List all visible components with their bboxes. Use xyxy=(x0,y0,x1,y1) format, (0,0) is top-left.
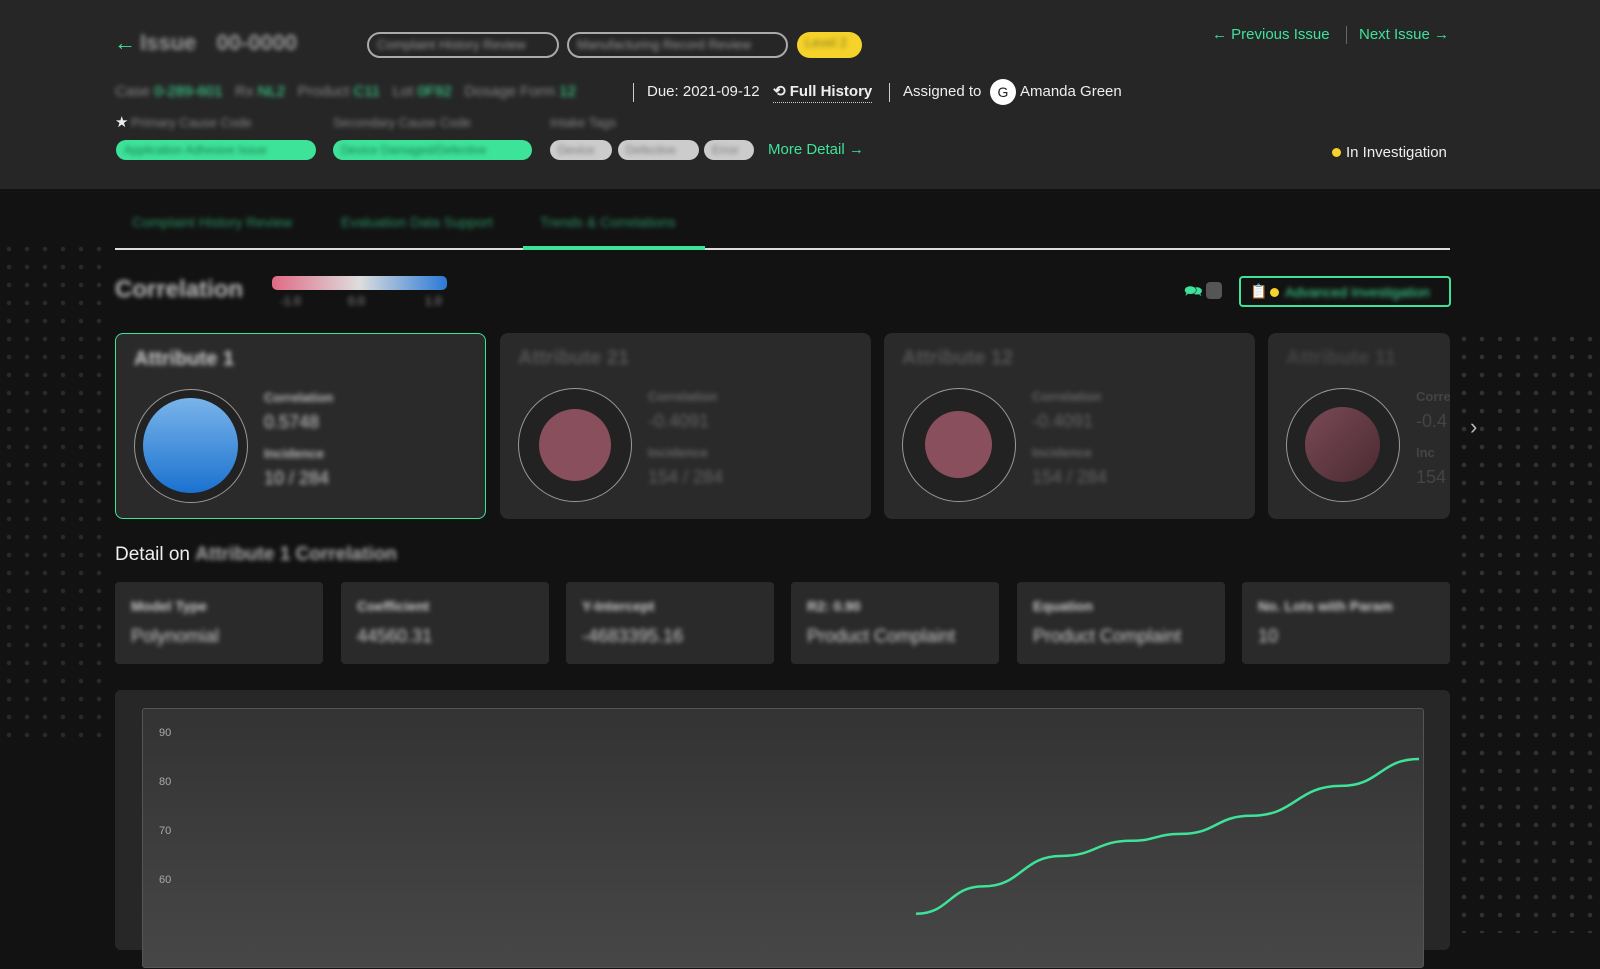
history-icon: ⟲ xyxy=(773,83,786,100)
y-tick-label: 80 xyxy=(159,776,171,788)
chip-manufacturing-record: Manufacturing Record Review xyxy=(567,32,788,58)
more-detail-link[interactable]: More Detail → xyxy=(768,141,864,158)
chart-area: 90 80 70 60 xyxy=(142,708,1424,968)
divider xyxy=(889,83,890,102)
issue-header: ← Issue 00-0000 Complaint History Review… xyxy=(0,0,1600,189)
scale-label: 1.0 xyxy=(425,294,442,308)
issue-meta: Case 0-289-601 Rx NL2 Product C11 Lot 0F… xyxy=(115,83,576,100)
chip-complaint-history: Complaint History Review xyxy=(367,32,559,58)
level-badge: Level 2 xyxy=(797,32,862,58)
background-pattern xyxy=(1455,330,1600,933)
chevron-right-icon[interactable]: › xyxy=(1470,414,1478,439)
status-dot-icon xyxy=(1332,148,1341,157)
chart-panel: 90 80 70 60 xyxy=(115,690,1450,968)
previous-issue-link[interactable]: ← Previous Issue xyxy=(1212,26,1330,43)
stat-card: No. Lots with Param 10 xyxy=(1242,582,1450,664)
stat-card: Model Type Polynomial xyxy=(115,582,323,664)
issue-title: Issue 00-0000 xyxy=(140,30,298,55)
detail-heading: Detail on Attribute 1 Correlation xyxy=(115,544,397,565)
intake-tag: Device xyxy=(550,140,612,160)
attribute-card[interactable]: Attribute 1 Correlation 0.5748 Incidence… xyxy=(115,333,486,519)
y-tick-label: 60 xyxy=(159,874,171,886)
scale-label: 0.0 xyxy=(348,294,365,308)
scale-label: -1.0 xyxy=(280,294,301,308)
tab-complaint-history[interactable]: Complaint History Review xyxy=(132,214,293,230)
comments-icon[interactable]: 🗪 xyxy=(1184,283,1203,300)
intake-tag: Error xyxy=(704,140,754,160)
correlation-circle xyxy=(925,411,992,478)
y-tick-label: 90 xyxy=(159,727,171,739)
line-chart: 90 80 70 60 xyxy=(159,727,1420,916)
active-tab-indicator xyxy=(523,246,705,250)
status-badge: In Investigation xyxy=(1346,144,1447,161)
assigned-label: Assigned to xyxy=(903,83,982,100)
toggle-button[interactable] xyxy=(1206,282,1222,299)
next-issue-link[interactable]: Next Issue → xyxy=(1359,26,1450,43)
star-icon: ★ xyxy=(115,114,129,131)
due-date: Due: 2021-09-12 xyxy=(647,83,760,100)
background-pattern xyxy=(0,240,110,740)
stat-card: Y-Intercept -4683395.16 xyxy=(566,582,774,664)
stat-card: R2: 0.90 Product Complaint xyxy=(791,582,999,664)
attribute-card[interactable]: Attribute 12 Correlation -0.4091 Inciden… xyxy=(884,333,1255,519)
stat-card: Equation Product Complaint xyxy=(1017,582,1225,664)
assignee-name[interactable]: Amanda Green xyxy=(1020,83,1122,100)
tab-evaluation-data[interactable]: Evaluation Data Support xyxy=(341,214,493,230)
clipboard-icon: 📋 xyxy=(1250,283,1268,299)
correlation-title: Correlation xyxy=(115,276,244,303)
intake-tag: Defective xyxy=(618,140,699,160)
stat-card: Coefficient 44560.31 xyxy=(341,582,549,664)
attribute-card[interactable]: Attribute 21 Correlation -0.4091 Inciden… xyxy=(500,333,871,519)
correlation-circle xyxy=(539,409,611,481)
advanced-investigation-button[interactable]: 📋 Advanced Investigation xyxy=(1239,276,1451,307)
back-arrow-icon[interactable]: ← xyxy=(114,30,136,55)
avatar: G xyxy=(990,79,1016,105)
secondary-cause-label: Secondary Cause Code xyxy=(333,115,472,130)
y-tick-label: 70 xyxy=(159,825,171,837)
divider xyxy=(1346,26,1347,44)
primary-cause-tag: Application Adhesive Issue xyxy=(116,140,316,160)
secondary-cause-tag: Device Damaged/Defective xyxy=(333,140,532,160)
primary-cause-label: Primary Cause Code xyxy=(131,115,252,130)
correlation-circle xyxy=(143,398,238,493)
status-dot-icon xyxy=(1270,288,1279,297)
full-history-link[interactable]: ⟲ Full History xyxy=(773,82,873,103)
intake-tags-label: Intake Tags xyxy=(550,115,617,130)
attribute-card[interactable]: Attribute 11 Correlation -0.4 Inc 154 xyxy=(1268,333,1450,519)
divider xyxy=(633,83,634,102)
correlation-circle xyxy=(1305,407,1380,482)
tab-underline xyxy=(115,248,1450,250)
tab-trends-correlations[interactable]: Trends & Correlations xyxy=(540,214,676,230)
correlation-scale-bar xyxy=(272,276,447,290)
series-line xyxy=(915,757,1420,916)
